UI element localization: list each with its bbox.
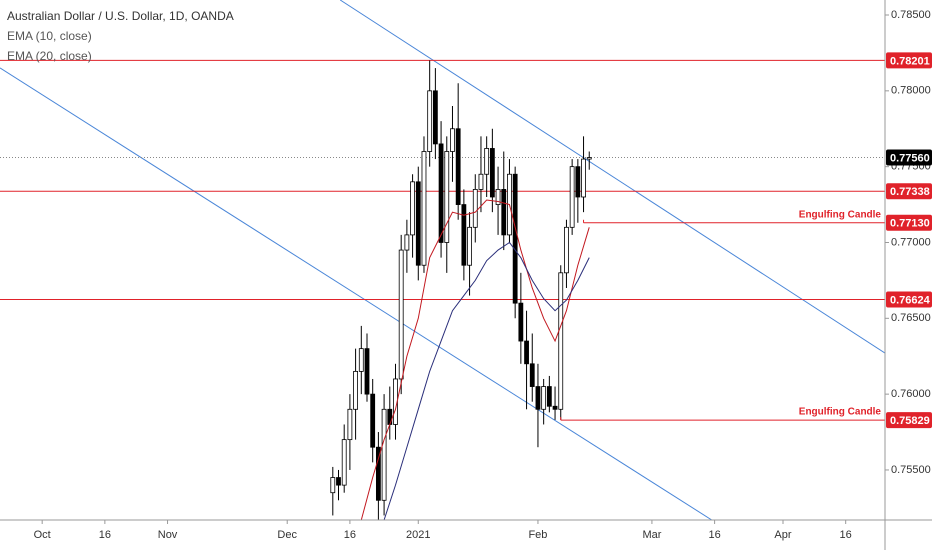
x-tick-label: 16 (840, 529, 852, 541)
candle-body (427, 90, 433, 152)
candle-body (330, 477, 336, 494)
candle-body (501, 189, 507, 236)
price-label: 0.77338 (890, 186, 930, 198)
candle-body (387, 408, 393, 425)
price-label: 0.78201 (890, 55, 930, 67)
x-tick-label: Nov (158, 529, 178, 541)
candle-body (398, 249, 404, 380)
candle-body (524, 340, 529, 365)
price-label-box (886, 214, 932, 231)
candle-body (364, 348, 370, 395)
y-tick-label: 0.78500 (891, 9, 931, 21)
candle-body (432, 90, 438, 145)
candle-body (455, 128, 461, 205)
candle-body (552, 405, 558, 410)
candle-body (518, 302, 524, 342)
y-tick-label: 0.77000 (891, 236, 931, 248)
annotation: Engulfing Candle (799, 209, 882, 220)
candle-body (438, 143, 444, 243)
candle-body (370, 393, 376, 448)
chart-title: Australian Dollar / U.S. Dollar, 1D, OAN… (7, 9, 234, 23)
x-tick-label: 16 (99, 529, 111, 541)
candle-body (495, 189, 501, 205)
candle-body (541, 386, 547, 410)
y-tick-label: 0.75500 (891, 464, 931, 476)
y-tick-label: 0.76000 (891, 388, 931, 400)
price-label-box (886, 149, 932, 166)
x-tick-label: Mar (642, 529, 661, 541)
price-label-box (886, 183, 932, 200)
candle-body (421, 151, 427, 266)
x-tick-label: Dec (277, 529, 297, 541)
candle-body (410, 181, 415, 236)
price-label: 0.77560 (890, 152, 930, 164)
candle-body (575, 166, 581, 198)
y-tick-label: 0.78000 (891, 85, 931, 97)
candle-body (478, 173, 484, 190)
candle-body (381, 408, 387, 501)
price-label: 0.75829 (890, 415, 930, 427)
candle-body (375, 446, 381, 501)
candle-body (472, 189, 478, 228)
plot-area (0, 0, 885, 520)
candle-body (336, 477, 341, 486)
trendline (0, 67, 713, 520)
candle-body (512, 173, 518, 304)
candle-body (461, 204, 467, 266)
annotation: Engulfing Candle (799, 407, 882, 418)
legend-entry: EMA (10, close) (7, 29, 92, 43)
y-tick-label: 0.76500 (891, 312, 931, 324)
candle-body (581, 158, 586, 198)
candle-body (484, 148, 490, 175)
candle-body (558, 272, 564, 410)
x-tick-label: 2021 (406, 529, 430, 541)
candle-body (415, 181, 421, 266)
candle-body (546, 386, 552, 407)
candle-body (347, 408, 353, 441)
trendline (339, 0, 885, 354)
price-label-box (886, 52, 932, 69)
ema-line (383, 241, 590, 520)
candle-body (586, 157, 592, 160)
x-tick-label: Apr (774, 529, 791, 541)
price-label-box (886, 412, 932, 429)
candle-body (404, 234, 410, 251)
price-label: 0.76624 (890, 294, 931, 306)
price-label: 0.77130 (890, 218, 930, 230)
candle-body (535, 386, 541, 410)
candle-body (467, 226, 472, 266)
candle-body (529, 363, 535, 387)
candle-body (353, 370, 358, 410)
candle-body (444, 151, 450, 243)
x-tick-label: Oct (34, 529, 51, 541)
candle-body (489, 148, 495, 198)
ema-line (360, 199, 590, 520)
price-label-box (886, 291, 932, 308)
candle-body (450, 128, 455, 152)
legend-entry: EMA (20, close) (7, 49, 92, 63)
candle-body (358, 348, 364, 372)
candle-body (569, 166, 575, 228)
candle-body (341, 439, 347, 486)
x-tick-label: 16 (708, 529, 720, 541)
candle-body (564, 226, 569, 274)
x-tick-label: Feb (528, 529, 547, 541)
x-tick-label: 16 (344, 529, 356, 541)
